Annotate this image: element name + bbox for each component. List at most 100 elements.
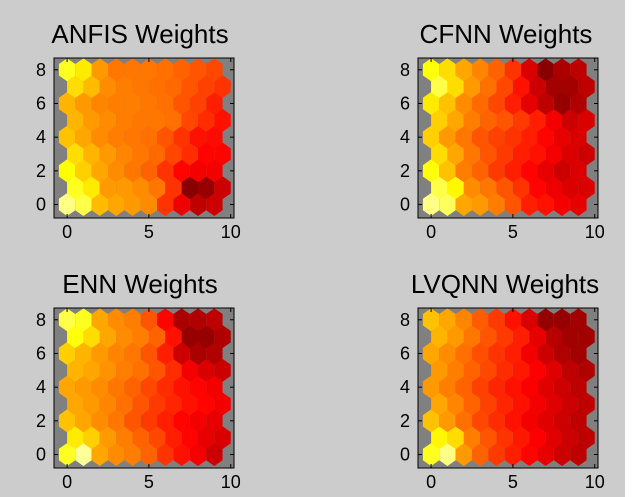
hex-cell [578, 358, 595, 382]
hex-cell [553, 159, 571, 183]
hex-cell [116, 142, 133, 166]
hex-cell [173, 92, 190, 115]
y-tick-label: 2 [36, 411, 46, 431]
hex-cell [553, 375, 571, 399]
y-tick-label: 0 [400, 445, 410, 465]
axes-frame [53, 57, 235, 219]
hex-cell [455, 342, 472, 365]
hex-cell [91, 58, 108, 82]
hex-cell [570, 125, 587, 149]
hex-cell [189, 409, 207, 433]
hex-cell [529, 426, 546, 450]
hex-cells [58, 58, 231, 216]
hex-cell [562, 176, 579, 200]
hex-cell [83, 392, 100, 416]
hex-cell [214, 392, 231, 416]
hex-cell [132, 358, 149, 382]
hex-cell [189, 375, 207, 399]
y-tick-label: 6 [36, 343, 46, 363]
y-tick-label: 4 [36, 377, 46, 397]
hex-cell [116, 325, 133, 349]
hex-cell [75, 375, 92, 399]
hex-cell [140, 92, 158, 115]
hex-cells [422, 308, 595, 466]
hex-cell [488, 375, 505, 399]
hex-cell [67, 325, 84, 349]
hex-cell [99, 392, 117, 416]
hex-cell [439, 159, 456, 183]
hex-cell [165, 358, 182, 382]
hex-cell [75, 443, 92, 466]
hex-cell [58, 375, 76, 399]
hex-cell [58, 58, 76, 82]
hex-cell [545, 325, 562, 349]
hex-cell [157, 342, 174, 365]
hex-cell [108, 159, 125, 183]
hex-cell [108, 193, 125, 216]
hex-cell [99, 176, 117, 200]
hex-cell [165, 176, 182, 200]
hex-cell [132, 176, 149, 200]
hex-cell [578, 325, 595, 349]
hex-cell [124, 159, 141, 183]
hex-cell [83, 176, 100, 200]
hex-cell [512, 75, 530, 99]
hex-cell [447, 426, 464, 450]
hex-cell [480, 325, 497, 349]
y-tick-label: 2 [36, 161, 46, 181]
hex-cell [99, 426, 117, 450]
hex-cell [99, 108, 117, 132]
hex-cell [480, 358, 497, 382]
hex-cell [124, 342, 141, 365]
hex-cell [165, 75, 182, 99]
hex-cell [455, 308, 472, 332]
hex-cell [206, 409, 223, 433]
hex-cell [148, 426, 166, 450]
x-tick-label: 5 [144, 472, 154, 492]
hex-cell [165, 142, 182, 166]
hex-cell [173, 159, 190, 183]
hex-cell [99, 358, 117, 382]
hex-cell [431, 392, 448, 416]
hex-cell [108, 125, 125, 149]
hex-cell [578, 108, 595, 132]
hex-cell [545, 426, 562, 450]
hex-cell [206, 342, 223, 365]
hex-cell [463, 358, 481, 382]
hex-cell [537, 159, 554, 183]
hex-cell [140, 125, 158, 149]
hex-cell [447, 108, 464, 132]
hex-cell [157, 125, 174, 149]
hex-cell [545, 108, 562, 132]
x-tick-label: 0 [426, 472, 436, 492]
hex-cell [455, 159, 472, 183]
hex-cells [58, 308, 231, 466]
hex-cell [148, 108, 166, 132]
hex-cell [488, 342, 505, 365]
hex-cell [58, 92, 76, 115]
hex-cell [521, 92, 538, 115]
hex-cell [512, 426, 530, 450]
x-tick-label: 5 [508, 222, 518, 242]
hex-cell [529, 142, 546, 166]
hex-cell [108, 58, 125, 82]
hex-cell [75, 92, 92, 115]
hex-cell [488, 159, 505, 183]
hex-cell [488, 92, 505, 115]
hex-cell [537, 308, 554, 332]
hex-cell [496, 392, 513, 416]
hex-cell [198, 142, 215, 166]
hex-cell [75, 58, 92, 82]
hex-cell [455, 125, 472, 149]
hex-cell [578, 176, 595, 200]
hex-cell [455, 409, 472, 433]
hex-cell [67, 392, 84, 416]
y-tick-label: 4 [400, 127, 410, 147]
hex-cells [422, 58, 595, 216]
hex-cell [496, 176, 513, 200]
hex-cell [431, 176, 448, 200]
hex-cell [472, 125, 489, 149]
hex-cell [67, 426, 84, 450]
hex-cell [91, 193, 108, 216]
